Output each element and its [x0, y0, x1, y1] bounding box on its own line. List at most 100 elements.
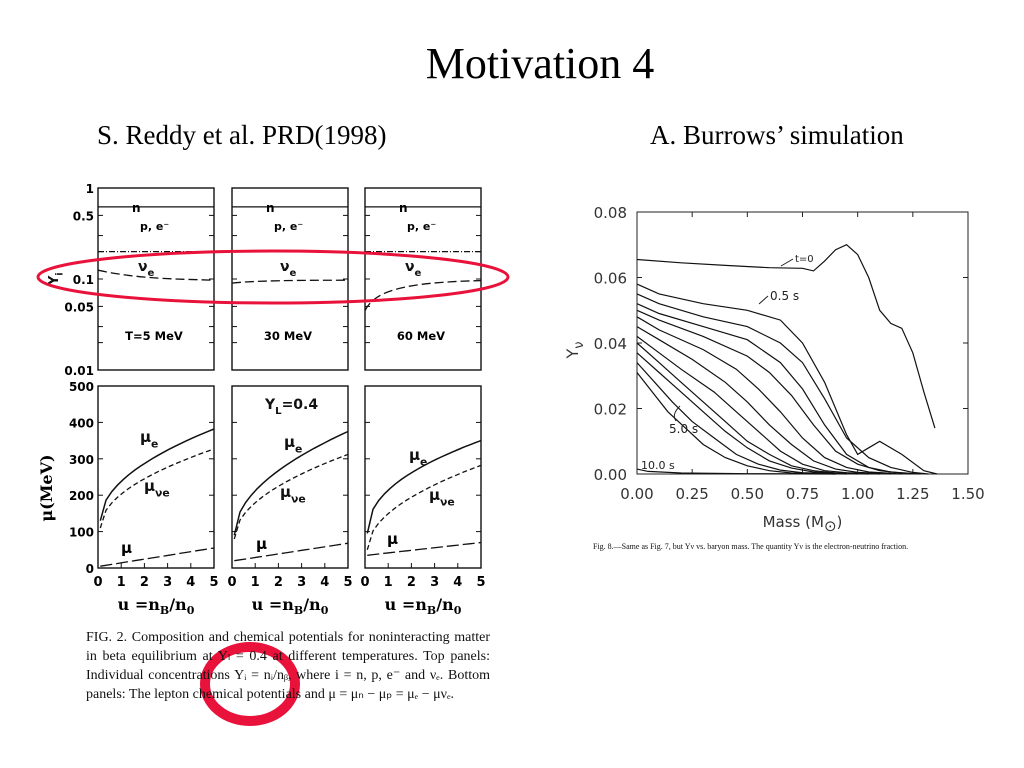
bottom-panel-frame [364, 385, 482, 569]
bottom-y-tick-label: 300 [69, 453, 94, 467]
series-line [636, 293, 929, 475]
x-tick-label: 4 [320, 575, 329, 590]
mu-e-curve [99, 428, 215, 521]
series-line [636, 316, 902, 475]
mu-e-label: μe [409, 446, 427, 468]
top-y-tick-label: 0.01 [64, 364, 94, 378]
x-tick-label: 3 [430, 575, 439, 590]
top-y-tick-label: 0.1 [73, 273, 94, 287]
mu-curve [234, 542, 349, 562]
series-line [636, 352, 858, 475]
pe-label: p, e⁻ [274, 220, 303, 233]
temperature-label: 30 MeV [264, 329, 312, 343]
nue-label: νe [280, 259, 297, 279]
top-y-tick-label: 1 [86, 182, 94, 196]
mu-e-curve [233, 430, 349, 536]
mu-nue-label: μνe [280, 483, 306, 505]
x-tick-label: 5 [343, 575, 352, 590]
mu-curve [100, 547, 215, 567]
y-axis-label: Yν [563, 341, 587, 359]
series-line [636, 243, 936, 429]
mu-e-label: μe [140, 428, 158, 450]
reddy-caption: FIG. 2. Composition and chemical potenti… [86, 630, 490, 702]
yl-label: YL=0.4 [264, 397, 318, 417]
series-line [636, 372, 836, 475]
mu-label: μ [387, 530, 398, 548]
bottom-panel-frame [231, 385, 349, 569]
top-y-axis-label: Yi [47, 272, 66, 286]
x-tick-label: 0.75 [786, 485, 819, 503]
mu-curve [367, 541, 482, 556]
x-tick-label: 3 [163, 575, 172, 590]
nue-label: νe [405, 259, 422, 279]
bottom-y-axis-label: μ(MeV) [37, 454, 56, 521]
mu-label: μ [256, 535, 267, 553]
nue-label: νe [138, 259, 155, 279]
mu-nue-label: μνe [144, 477, 170, 499]
bottom-y-tick-label: 100 [69, 526, 94, 540]
mu-e-curve [366, 439, 482, 534]
temperature-label: 60 MeV [397, 329, 445, 343]
n-label: n [132, 201, 141, 215]
x-tick-label: 0 [360, 575, 369, 590]
series-line [636, 326, 891, 475]
x-tick-label: 1.00 [841, 485, 874, 503]
nue-line [231, 279, 349, 284]
x-tick-label: 0.25 [675, 485, 708, 503]
bottom-y-tick-label: 0 [86, 562, 94, 576]
mu-nue-curve [233, 453, 349, 540]
y-tick-label: 0.06 [594, 270, 627, 288]
bottom-y-tick-label: 400 [69, 416, 94, 430]
bottom-y-tick-label: 500 [69, 380, 94, 394]
left-subtitle: S. Reddy et al. PRD(1998) [97, 120, 387, 150]
x-tick-label: 3 [297, 575, 306, 590]
mu-nue-curve [366, 464, 482, 550]
x-tick-label: 1.50 [951, 485, 984, 503]
x-tick-label: 2 [140, 575, 149, 590]
top-y-tick-label: 0.5 [73, 209, 94, 223]
mu-e-label: μe [284, 433, 302, 455]
x-axis-label: u =nB/n0 [118, 595, 195, 617]
x-tick-label: 0.00 [620, 485, 653, 503]
x-tick-label: 0 [93, 575, 102, 590]
right-subtitle: A. Burrows’ simulation [650, 120, 904, 150]
top-y-tick-label: 0.05 [64, 300, 94, 314]
x-tick-label: 5 [476, 575, 485, 590]
x-tick-label: 2 [274, 575, 283, 590]
x-tick-label: 5 [209, 575, 218, 590]
x-tick-label: 0 [227, 575, 236, 590]
annotation-100s: 10.0 s [641, 459, 675, 472]
x-tick-label: 1 [251, 575, 260, 590]
series-line [636, 283, 938, 475]
mu-label: μ [121, 539, 132, 557]
annotation-05s: 0.5 s [770, 289, 799, 303]
slide-title: Motivation 4 [425, 39, 655, 88]
x-tick-label: 4 [453, 575, 462, 590]
mu-nue-curve [99, 448, 215, 529]
annotation-t0-pointer [780, 258, 794, 267]
series-line [636, 303, 920, 475]
pe-label: p, e⁻ [407, 220, 436, 233]
bottom-panel-frame [97, 385, 215, 569]
burrows-plot: 0.00 0.25 0.50 0.75 1.00 1.25 1.50 0.00 0.02 0.04… [563, 204, 985, 535]
temperature-label: T=5 MeV [125, 329, 183, 343]
series-line [636, 362, 847, 475]
x-tick-label: 2 [407, 575, 416, 590]
x-tick-label: 0.50 [731, 485, 764, 503]
y-tick-label: 0.04 [594, 335, 627, 353]
annotation-50s: 5.0 s [669, 422, 698, 436]
bottom-y-tick-label: 200 [69, 489, 94, 503]
mu-nue-label: μνe [429, 486, 455, 508]
series-line [636, 342, 869, 475]
x-axis-label: Mass (M⊙) [763, 513, 843, 535]
x-tick-label: 4 [186, 575, 195, 590]
x-tick-label: 1 [117, 575, 126, 590]
series-line [636, 335, 880, 475]
series-line [636, 309, 911, 475]
annotation-05s-pointer [758, 295, 769, 305]
n-label: n [399, 201, 408, 215]
annotation-t0: t=0 [795, 254, 814, 265]
